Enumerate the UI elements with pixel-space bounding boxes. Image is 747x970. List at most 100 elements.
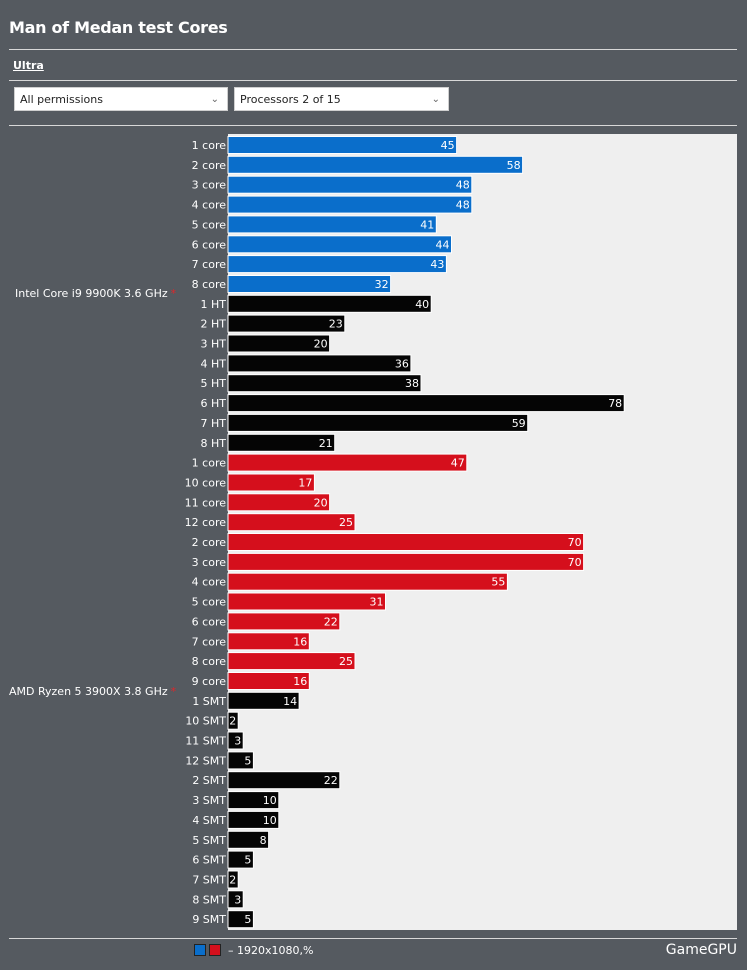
bar[interactable] [227,334,331,353]
bar-category-label: 5 core [192,596,227,609]
bar[interactable] [227,513,356,532]
bar-category-label: 6 core [192,238,227,251]
bar-category-label: 7 HT [201,417,227,430]
bar[interactable] [227,791,280,810]
group-name: Intel Core i9 9900K 3.6 GHz [15,287,168,300]
bar-category-label: 4 SMT [192,814,226,827]
bar[interactable] [227,711,239,730]
bar-value-label: 17 [298,477,312,490]
bar-category-label: 9 core [192,675,227,688]
bar-value-label: 21 [319,437,333,450]
processors-select[interactable]: Processors 2 of 15 ⌄ [234,87,449,111]
group-label-amd: AMD Ryzen 5 3900X 3.8 GHz * [9,685,176,698]
bar[interactable] [227,572,508,591]
bar-value-label: 3 [234,735,241,748]
bar[interactable] [227,691,300,710]
bar-value-label: 59 [512,417,526,430]
bar[interactable] [227,592,386,611]
bar-category-label: 4 core [192,199,227,212]
bar-value-label: 10 [263,794,277,807]
legend-swatch-red [209,944,221,956]
bar[interactable] [227,731,244,750]
bar-value-label: 5 [244,754,251,767]
bar[interactable] [227,235,452,254]
bar[interactable] [227,294,432,313]
chevron-down-icon: ⌄ [210,94,219,105]
bar[interactable] [227,413,529,432]
bar-category-label: 5 core [192,218,227,231]
bar[interactable] [227,155,524,174]
bar-value-label: 25 [339,516,353,529]
bar-value-label: 78 [608,397,622,410]
permissions-select[interactable]: All permissions ⌄ [14,87,228,111]
bar[interactable] [227,830,270,849]
bar[interactable] [227,374,422,393]
bar-value-label: 58 [507,159,521,172]
bar[interactable] [227,473,315,492]
bar-category-label: 12 SMT [185,754,226,767]
bar-value-label: 55 [491,576,505,589]
bar[interactable] [227,533,585,551]
divider [9,938,737,939]
bar-value-label: 5 [244,854,251,867]
bar[interactable] [227,493,331,512]
bar[interactable] [227,275,392,293]
bar-category-label: 6 core [192,615,227,628]
bar-category-label: 6 SMT [192,854,226,867]
bar-category-label: 6 HT [201,397,227,410]
bar[interactable] [227,136,458,154]
bar-value-label: 32 [375,278,389,291]
bar[interactable] [227,771,341,790]
bar-category-label: 7 SMT [192,874,226,887]
bar-chart: 1 core 452 core 583 core 484 core 485 core 41… [185,136,625,929]
processors-select-value: Processors 2 of 15 [240,93,341,106]
bar-category-label: 2 SMT [192,774,226,787]
bar-category-label: 7 core [192,258,227,271]
bar-category-label: 1 HT [201,298,227,311]
bar[interactable] [227,810,280,829]
bar-value-label: 2 [229,874,236,887]
bar[interactable] [227,394,625,413]
bar[interactable] [227,652,356,671]
bar-value-label: 48 [456,199,470,212]
bar[interactable] [227,910,254,929]
bar-category-label: 4 HT [201,357,227,370]
bar-value-label: 38 [405,377,419,390]
bar-value-label: 25 [339,655,353,668]
bar[interactable] [227,195,473,214]
bar-value-label: 23 [329,318,343,331]
bar[interactable] [227,255,447,274]
legend: – 1920x1080,% [194,942,313,958]
bar-value-label: 47 [451,457,465,470]
bar[interactable] [227,612,341,631]
bar[interactable] [227,175,473,194]
bar-value-label: 31 [370,596,384,609]
bar[interactable] [227,890,244,909]
bar[interactable] [227,453,468,472]
bar-category-label: 5 SMT [192,834,226,847]
bar-category-label: 2 core [192,536,227,549]
bar-category-label: 3 core [192,556,227,569]
bar-category-label: 4 core [192,576,227,589]
bar[interactable] [227,672,310,690]
bar[interactable] [227,552,585,571]
bar[interactable] [227,314,346,333]
bar[interactable] [227,215,437,234]
bar-value-label: 43 [430,258,444,271]
divider [9,125,737,126]
bar-category-label: 3 SMT [192,794,226,807]
bar-category-label: 8 core [192,278,227,291]
bar-category-label: 2 HT [201,318,227,331]
bar[interactable] [227,354,412,373]
bar[interactable] [227,751,254,770]
bar[interactable] [227,632,310,651]
bar[interactable] [227,433,336,452]
bar-value-label: 20 [314,496,328,509]
bar[interactable] [227,870,239,889]
bar-category-label: 10 core [185,477,227,490]
bar[interactable] [227,850,254,869]
tab-ultra[interactable]: Ultra [13,59,44,72]
bar-value-label: 70 [568,536,582,549]
bar-value-label: 8 [260,834,267,847]
bar-value-label: 48 [456,179,470,192]
